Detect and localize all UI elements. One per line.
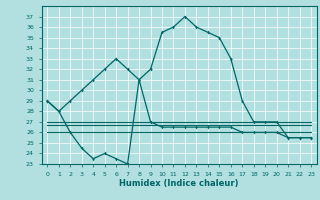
- X-axis label: Humidex (Indice chaleur): Humidex (Indice chaleur): [119, 179, 239, 188]
